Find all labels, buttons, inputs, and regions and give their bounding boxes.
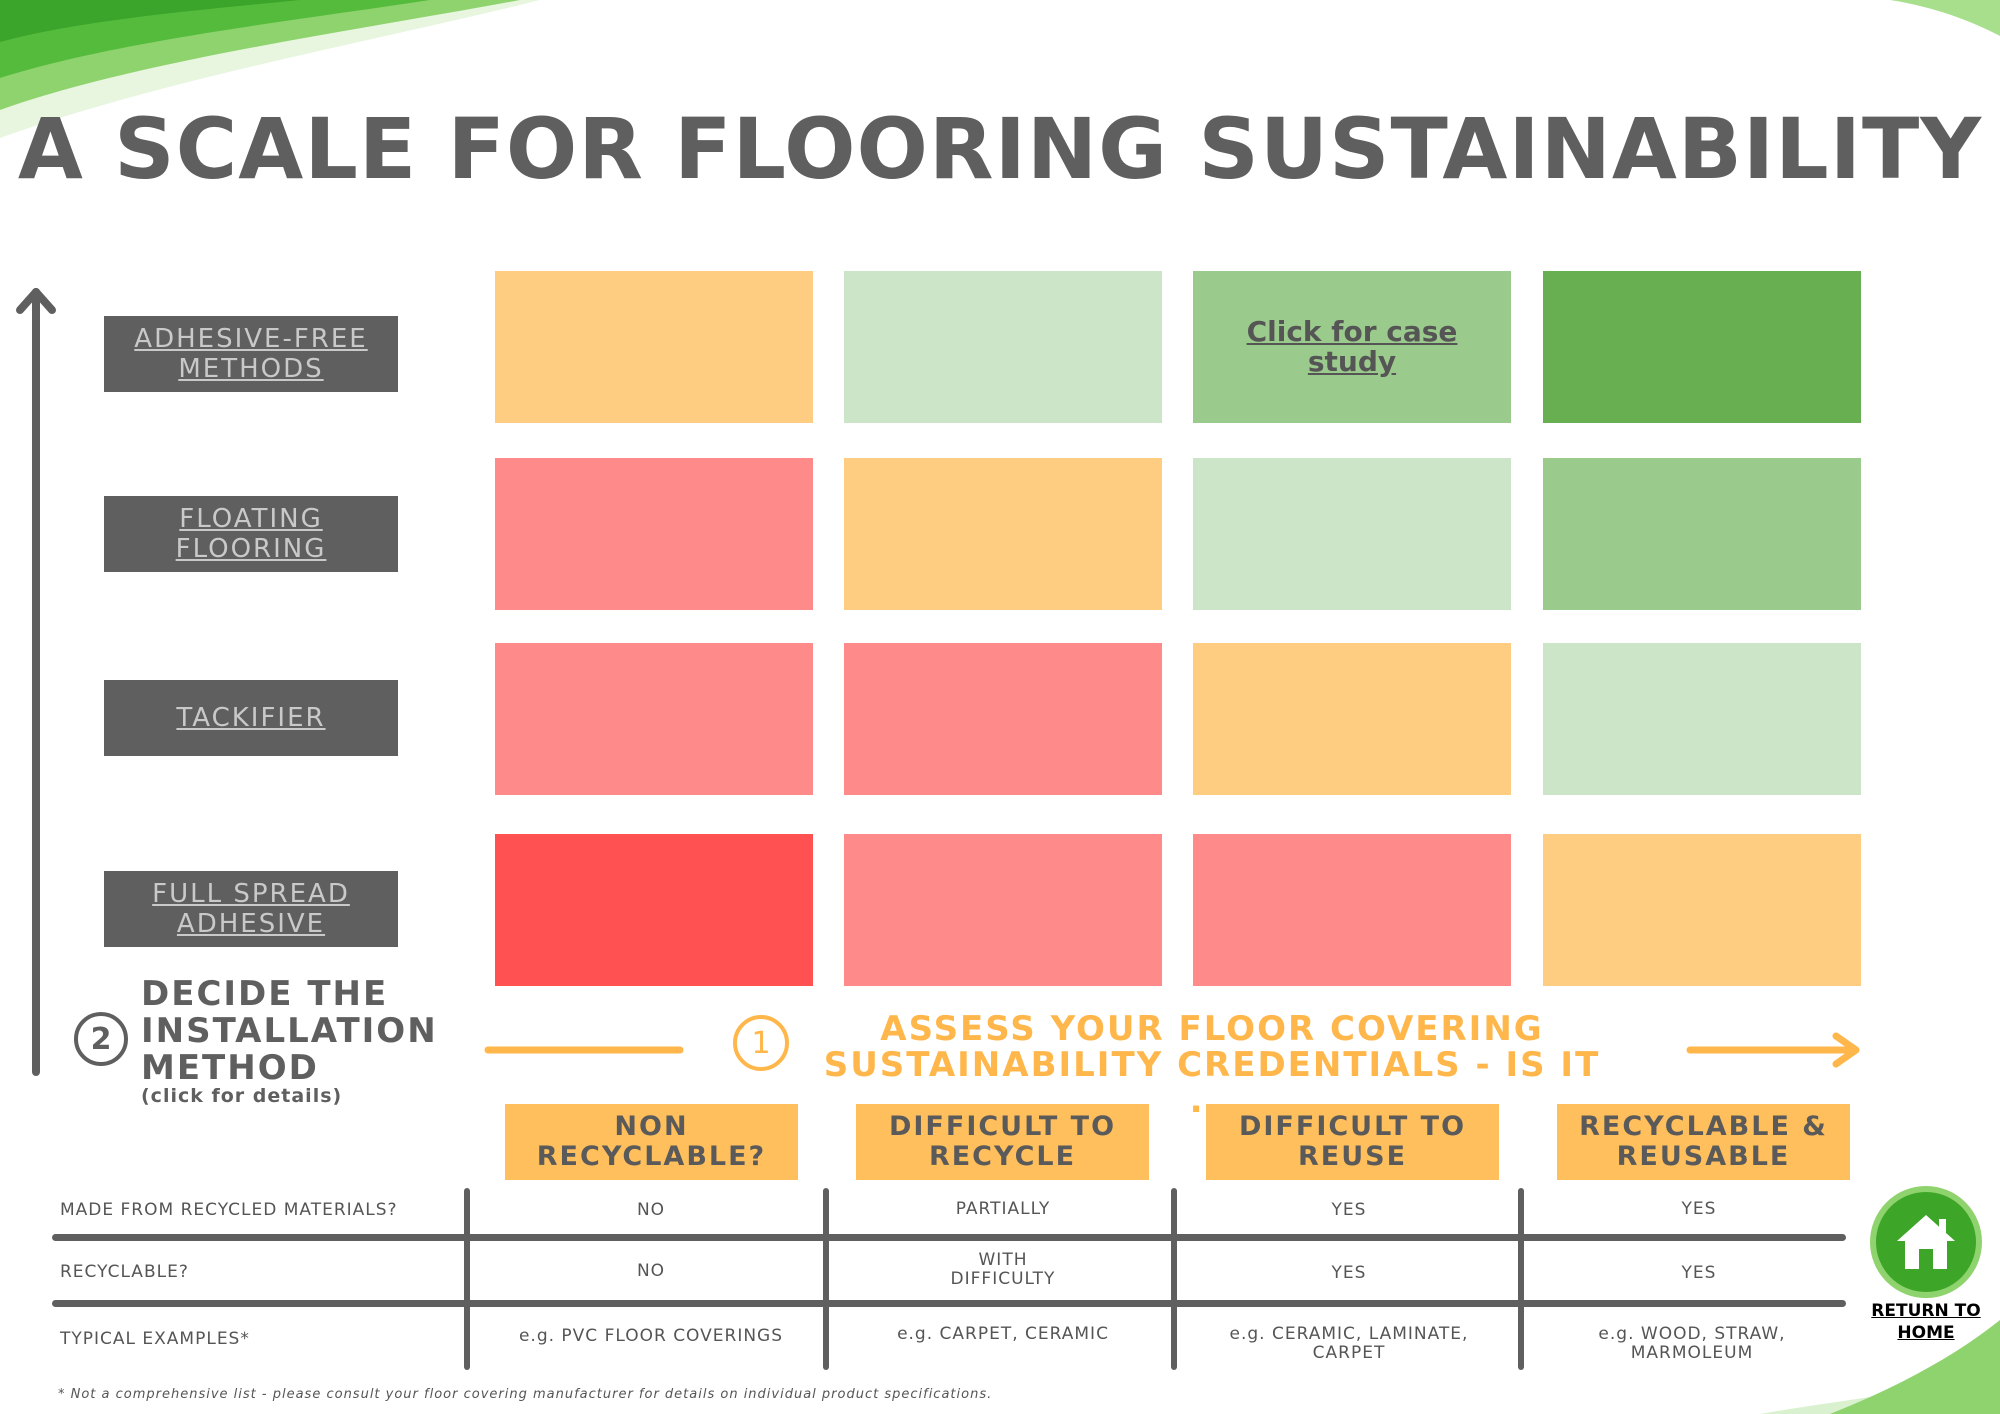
table-cell: YES <box>1331 1263 1367 1283</box>
corner-swoosh-top-right <box>1890 0 2000 36</box>
table-divider <box>52 1234 1846 1241</box>
method-adhesive-free-button[interactable]: ADHESIVE-FREE METHODS <box>104 316 398 392</box>
footnote: * Not a comprehensive list - please cons… <box>58 1387 993 1402</box>
table-cell: YES <box>1331 1200 1367 1220</box>
grid-cell-r2-c4 <box>1543 458 1861 610</box>
table-cell: WITH DIFFICULTY <box>950 1250 1056 1289</box>
grid-cell-r2-c3 <box>1193 458 1511 610</box>
table-cell: YES <box>1681 1199 1717 1219</box>
table-column-divider <box>1171 1188 1177 1370</box>
step-2-badge: 2 <box>74 1012 128 1066</box>
grid-cell-r3-c2 <box>844 643 1162 795</box>
table-cell: e.g. CERAMIC, LAMINATE, CARPET <box>1229 1324 1469 1363</box>
table-cell: e.g. WOOD, STRAW, MARMOLEUM <box>1598 1324 1786 1363</box>
grid-cell-r4-c4 <box>1543 834 1861 986</box>
table-cell: NO <box>636 1261 666 1281</box>
category-difficult-to-recycle: DIFFICULT TO RECYCLE <box>856 1104 1149 1180</box>
category-recyclable-reusable: RECYCLABLE & REUSABLE <box>1557 1104 1850 1180</box>
grid-cell-r3-c4 <box>1543 643 1861 795</box>
grid-cell-r3-c3 <box>1193 643 1511 795</box>
row-label-typical-examples: TYPICAL EXAMPLES* <box>60 1329 250 1349</box>
grid-cell-r4-c2 <box>844 834 1162 986</box>
step-1-heading: ASSESS YOUR FLOOR COVERING SUSTAINABILIT… <box>823 1009 1601 1121</box>
category-non-recyclable: NON RECYCLABLE? <box>505 1104 798 1180</box>
step-1-badge: 1 <box>733 1015 789 1071</box>
home-icon <box>1870 1186 1982 1298</box>
table-cell: YES <box>1681 1263 1717 1283</box>
table-cell: e.g. CARPET, CERAMIC <box>897 1324 1109 1344</box>
grid-cell-r4-c1 <box>495 834 813 986</box>
method-tackifier-button[interactable]: TACKIFIER <box>104 680 398 756</box>
grid-cell-r2-c1 <box>495 458 813 610</box>
row-label-recycled-materials: MADE FROM RECYCLED MATERIALS? <box>60 1200 398 1220</box>
category-difficult-to-reuse: DIFFICULT TO REUSE <box>1206 1104 1499 1180</box>
table-column-divider <box>823 1188 829 1370</box>
corner-swoosh-bottom-right <box>1760 1280 2000 1414</box>
table-cell: e.g. PVC FLOOR COVERINGS <box>518 1326 784 1346</box>
return-home-label: RETURN TO HOME <box>1871 1301 1981 1343</box>
vertical-arrow-icon <box>16 288 56 1076</box>
grid-cell-r1-c1 <box>495 271 813 423</box>
grid-cell-r3-c1 <box>495 643 813 795</box>
grid-cell-r2-c2 <box>844 458 1162 610</box>
step-2-subtext: (click for details) <box>141 1085 343 1107</box>
table-divider <box>52 1300 1846 1307</box>
table-column-divider <box>464 1188 470 1370</box>
case-study-link[interactable]: Click for case study <box>1193 271 1511 423</box>
grid-cell-r4-c3 <box>1193 834 1511 986</box>
method-floating-flooring-button[interactable]: FLOATING FLOORING <box>104 496 398 572</box>
grid-cell-r1-c4 <box>1543 271 1861 423</box>
return-home-button[interactable]: RETURN TO HOME <box>1866 1186 1986 1346</box>
page-title: A SCALE FOR FLOORING SUSTAINABILITY <box>17 100 1983 198</box>
table-cell: PARTIALLY <box>955 1199 1051 1219</box>
table-cell: NO <box>636 1200 666 1220</box>
method-full-spread-adhesive-button[interactable]: FULL SPREAD ADHESIVE <box>104 871 398 947</box>
table-column-divider <box>1518 1188 1524 1370</box>
horizontal-arrow-icon <box>484 1032 1860 1068</box>
row-label-recyclable: RECYCLABLE? <box>60 1262 189 1282</box>
grid-cell-r1-c2 <box>844 271 1162 423</box>
corner-swoosh-top-left <box>0 0 540 138</box>
step-2-heading: DECIDE THE INSTALLATION METHOD <box>141 974 438 1088</box>
